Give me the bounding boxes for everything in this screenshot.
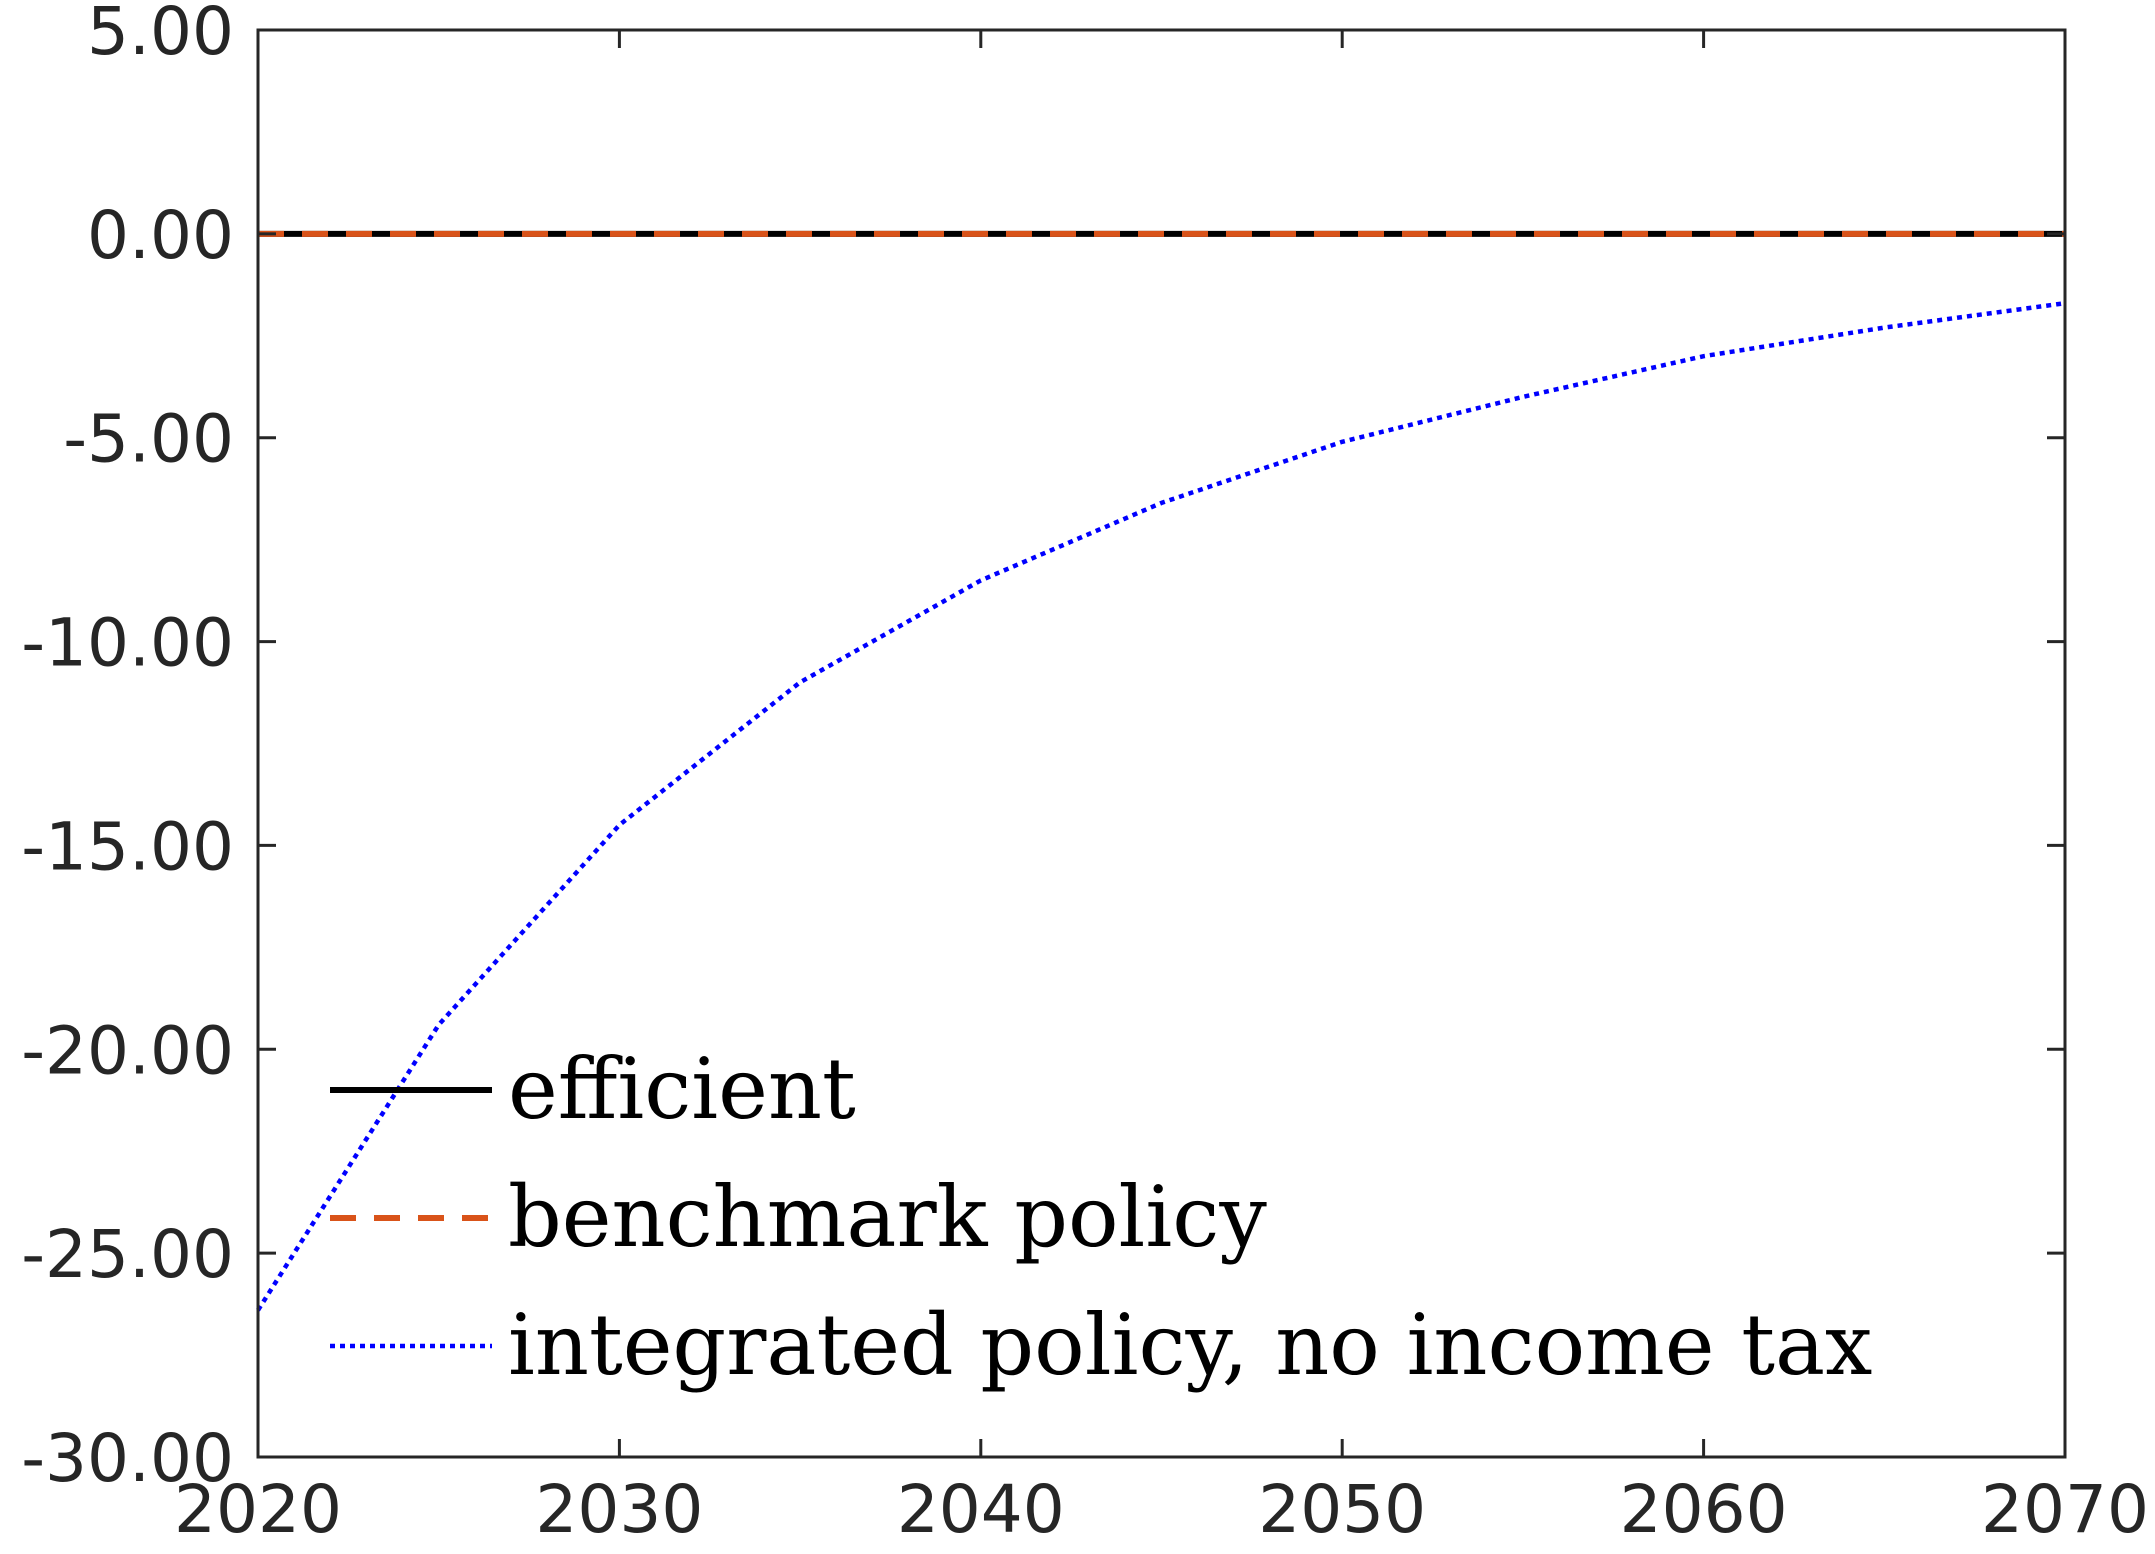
plot-area	[258, 30, 2065, 1457]
y-tick-label-1: 0.00	[87, 197, 234, 274]
y-tick-label-4: -15.00	[21, 808, 234, 885]
plot-background	[258, 30, 2065, 1457]
axes-box	[256, 28, 2067, 1459]
y-tick-label-2: -5.00	[63, 401, 234, 478]
x-tick-label-1: 2030	[535, 1471, 703, 1548]
x-tick-label-0: 2020	[174, 1471, 342, 1548]
legend-label-1: benchmark policy	[508, 1168, 1267, 1266]
y-tick-label-0: 5.00	[87, 0, 234, 70]
y-tick-label-7: -30.00	[21, 1420, 234, 1497]
x-tick-label-4: 2060	[1620, 1471, 1788, 1548]
y-tick-label-6: -25.00	[21, 1216, 234, 1293]
series-line-2	[256, 300, 2066, 1312]
y-tick-label-3: -10.00	[21, 605, 234, 682]
legend-label-2: integrated policy, no income tax	[508, 1296, 1872, 1394]
x-tick-label-2: 2040	[897, 1471, 1065, 1548]
legend-label-0: efficient	[508, 1040, 856, 1138]
y-tick-label-5: -20.00	[21, 1012, 234, 1089]
axes-layer: 2020 2030 2040 2050 2060 2070 5.00 0.00 -5.00 -10…	[21, 0, 2149, 1548]
series-layer	[256, 230, 2066, 1312]
legend: efficient benchmark policy integrated poli…	[330, 1040, 1872, 1394]
x-tick-label-5: 2070	[1981, 1471, 2149, 1548]
x-tick-label-3: 2050	[1258, 1471, 1426, 1548]
